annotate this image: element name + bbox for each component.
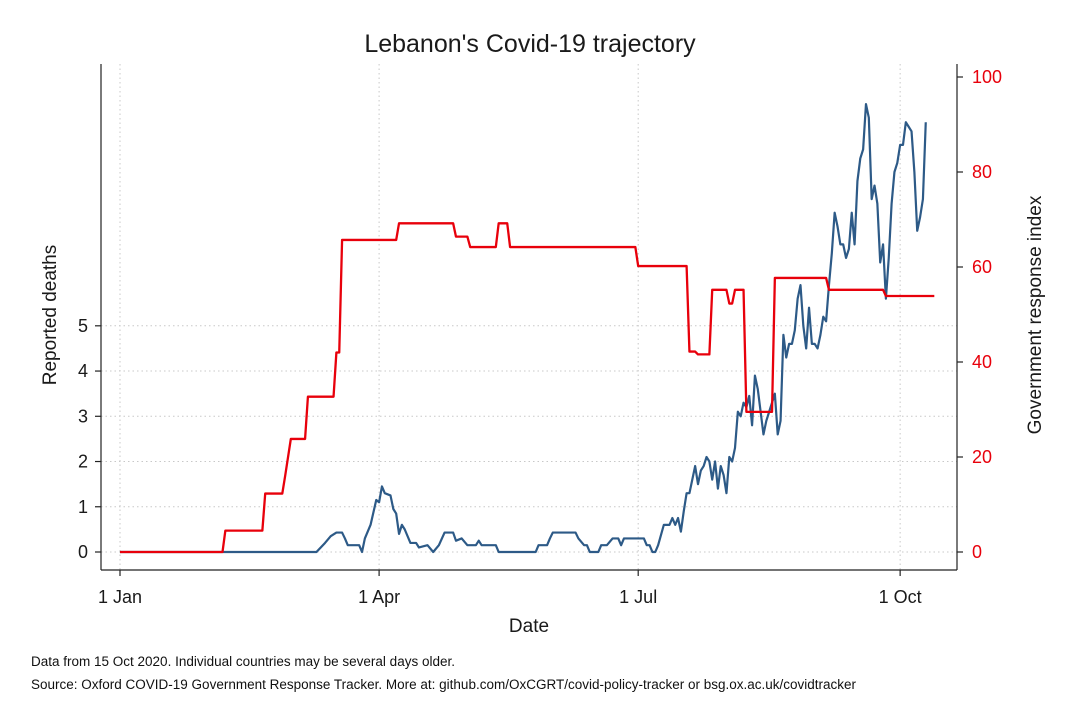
right-y-axis-title: Government response index <box>1025 195 1046 434</box>
left-tick-label: 5 <box>78 316 88 336</box>
x-tick-label: 1 Apr <box>358 587 400 607</box>
right-tick-label: 40 <box>972 352 992 372</box>
right-tick-label: 100 <box>972 67 1002 87</box>
reported-deaths-line <box>120 103 927 554</box>
left-y-axis-title: Reported deaths <box>40 245 61 386</box>
x-axis-title: Date <box>509 616 549 637</box>
government-response-line <box>120 222 935 554</box>
left-tick-label: 0 <box>78 542 88 562</box>
right-y-ticks: 0 20 40 60 80 100 <box>957 67 1002 562</box>
chart-title: Lebanon's Covid-19 trajectory <box>364 30 696 58</box>
left-y-ticks: 0 1 2 3 4 5 <box>78 316 101 562</box>
right-tick-label: 80 <box>972 162 992 182</box>
right-tick-label: 20 <box>972 447 992 467</box>
x-tick-label: 1 Jul <box>619 587 657 607</box>
x-ticks: 1 Jan 1 Apr 1 Jul 1 Oct <box>98 570 922 607</box>
left-tick-label: 3 <box>78 406 88 426</box>
right-tick-label: 0 <box>972 542 982 562</box>
source-note: Source: Oxford COVID-19 Government Respo… <box>31 677 857 692</box>
data-note: Data from 15 Oct 2020. Individual countr… <box>31 654 455 669</box>
left-tick-label: 2 <box>78 452 88 472</box>
x-tick-label: 1 Jan <box>98 587 142 607</box>
left-tick-label: 1 <box>78 497 88 517</box>
x-tick-label: 1 Oct <box>879 587 922 607</box>
series-layer <box>120 103 935 554</box>
right-tick-label: 60 <box>972 257 992 277</box>
left-tick-label: 4 <box>78 361 88 381</box>
gridlines <box>101 64 957 570</box>
